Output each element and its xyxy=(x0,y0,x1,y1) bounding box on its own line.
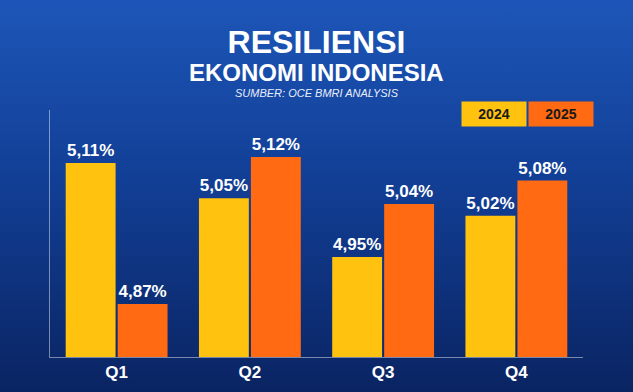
svg-text:5,04%: 5,04% xyxy=(385,182,433,201)
svg-text:5,08%: 5,08% xyxy=(518,159,566,178)
svg-text:RESILIENSI: RESILIENSI xyxy=(228,24,406,60)
svg-text:5,12%: 5,12% xyxy=(252,135,300,154)
svg-text:5,05%: 5,05% xyxy=(200,176,248,195)
svg-text:2025: 2025 xyxy=(545,106,576,122)
svg-text:5,02%: 5,02% xyxy=(466,194,514,213)
svg-text:EKONOMI INDONESIA: EKONOMI INDONESIA xyxy=(189,59,444,86)
svg-text:2024: 2024 xyxy=(478,106,509,122)
svg-text:Q1: Q1 xyxy=(105,363,128,382)
svg-text:4,95%: 4,95% xyxy=(333,235,381,254)
svg-text:Q2: Q2 xyxy=(239,363,262,382)
svg-text:Q3: Q3 xyxy=(372,363,395,382)
svg-text:5,11%: 5,11% xyxy=(67,141,114,160)
svg-text:Q4: Q4 xyxy=(505,363,528,382)
svg-text:SUMBER: OCE BMRI ANALYSIS: SUMBER: OCE BMRI ANALYSIS xyxy=(235,87,399,99)
svg-text:4,87%: 4,87% xyxy=(119,282,167,301)
